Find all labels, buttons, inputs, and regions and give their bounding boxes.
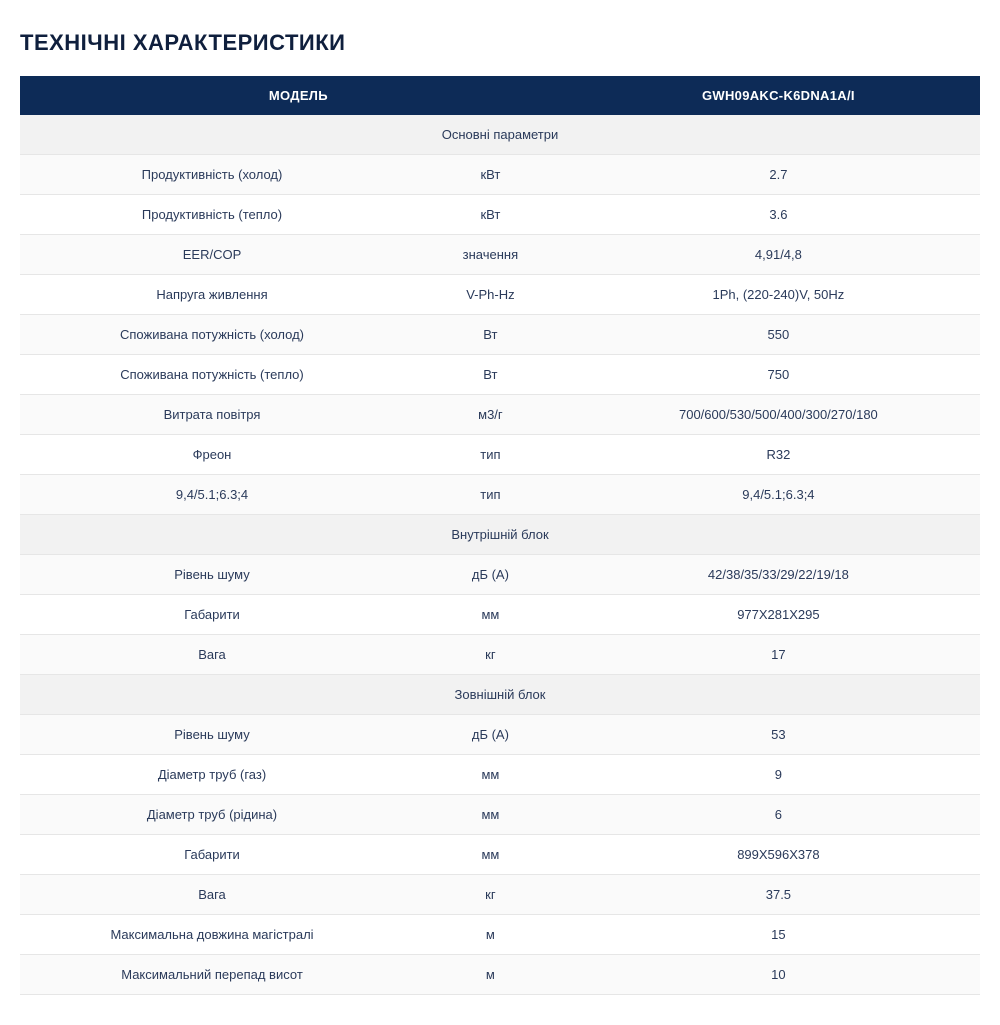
table-row: Максимальна довжина магістралім15 — [20, 915, 980, 955]
cell-param: Максимальна довжина магістралі — [20, 915, 404, 955]
cell-value: 42/38/35/33/29/22/19/18 — [577, 555, 980, 595]
cell-param: Максимальний перепад висот — [20, 955, 404, 995]
spec-table: МОДЕЛЬ GWH09AKC-K6DNA1A/I Основні параме… — [20, 76, 980, 995]
cell-value: 700/600/530/500/400/300/270/180 — [577, 395, 980, 435]
cell-param: Габарити — [20, 835, 404, 875]
cell-param: Напруга живлення — [20, 275, 404, 315]
table-row: Рівень шумудБ (А)42/38/35/33/29/22/19/18 — [20, 555, 980, 595]
page-title: ТЕХНІЧНІ ХАРАКТЕРИСТИКИ — [20, 30, 980, 56]
cell-value: 53 — [577, 715, 980, 755]
cell-param: Вага — [20, 635, 404, 675]
section-row: Основні параметри — [20, 115, 980, 155]
cell-unit: Вт — [404, 315, 577, 355]
cell-unit: значення — [404, 235, 577, 275]
cell-param: EER/COP — [20, 235, 404, 275]
cell-param: Продуктивність (холод) — [20, 155, 404, 195]
cell-unit: кВт — [404, 195, 577, 235]
cell-unit: тип — [404, 435, 577, 475]
cell-unit: дБ (А) — [404, 715, 577, 755]
cell-param: Споживана потужність (холод) — [20, 315, 404, 355]
cell-unit: мм — [404, 755, 577, 795]
cell-param: Вага — [20, 875, 404, 915]
table-row: Споживана потужність (холод)Вт550 — [20, 315, 980, 355]
spec-table-head: МОДЕЛЬ GWH09AKC-K6DNA1A/I — [20, 76, 980, 115]
table-row: Діаметр труб (рідина)мм6 — [20, 795, 980, 835]
cell-unit: мм — [404, 595, 577, 635]
cell-value: 3.6 — [577, 195, 980, 235]
section-label: Основні параметри — [20, 115, 980, 155]
table-row: Продуктивність (тепло)кВт3.6 — [20, 195, 980, 235]
cell-param: Рівень шуму — [20, 555, 404, 595]
cell-unit: дБ (А) — [404, 555, 577, 595]
cell-unit: мм — [404, 835, 577, 875]
cell-value: 750 — [577, 355, 980, 395]
table-row: Рівень шумудБ (А)53 — [20, 715, 980, 755]
cell-unit: м — [404, 955, 577, 995]
cell-unit: м3/г — [404, 395, 577, 435]
cell-unit: Вт — [404, 355, 577, 395]
table-row: EER/COPзначення4,91/4,8 — [20, 235, 980, 275]
table-row: Споживана потужність (тепло)Вт750 — [20, 355, 980, 395]
cell-param: Діаметр труб (газ) — [20, 755, 404, 795]
cell-value: 6 — [577, 795, 980, 835]
cell-param: Витрата повітря — [20, 395, 404, 435]
cell-unit: кг — [404, 875, 577, 915]
cell-unit: м — [404, 915, 577, 955]
cell-value: 899X596X378 — [577, 835, 980, 875]
cell-param: Рівень шуму — [20, 715, 404, 755]
table-row: Габаритимм899X596X378 — [20, 835, 980, 875]
cell-value: 2.7 — [577, 155, 980, 195]
table-row: ФреонтипR32 — [20, 435, 980, 475]
cell-param: Діаметр труб (рідина) — [20, 795, 404, 835]
cell-param: Продуктивність (тепло) — [20, 195, 404, 235]
table-row: Напруга живленняV-Ph-Hz1Ph, (220-240)V, … — [20, 275, 980, 315]
cell-value: 17 — [577, 635, 980, 675]
cell-unit: тип — [404, 475, 577, 515]
cell-value: 977X281X295 — [577, 595, 980, 635]
col-header-model: МОДЕЛЬ — [20, 76, 577, 115]
cell-value: 550 — [577, 315, 980, 355]
cell-value: 9,4/5.1;6.3;4 — [577, 475, 980, 515]
cell-value: R32 — [577, 435, 980, 475]
cell-value: 10 — [577, 955, 980, 995]
cell-unit: V-Ph-Hz — [404, 275, 577, 315]
cell-value: 15 — [577, 915, 980, 955]
section-label: Зовнішній блок — [20, 675, 980, 715]
table-row: Вагакг37.5 — [20, 875, 980, 915]
table-row: Габаритимм977X281X295 — [20, 595, 980, 635]
cell-unit: кВт — [404, 155, 577, 195]
table-row: Діаметр труб (газ)мм9 — [20, 755, 980, 795]
cell-value: 1Ph, (220-240)V, 50Hz — [577, 275, 980, 315]
table-row: Максимальний перепад висотм10 — [20, 955, 980, 995]
section-row: Внутрішній блок — [20, 515, 980, 555]
table-row: Вагакг17 — [20, 635, 980, 675]
table-row: 9,4/5.1;6.3;4тип9,4/5.1;6.3;4 — [20, 475, 980, 515]
cell-value: 9 — [577, 755, 980, 795]
cell-unit: мм — [404, 795, 577, 835]
cell-value: 37.5 — [577, 875, 980, 915]
section-row: Зовнішній блок — [20, 675, 980, 715]
section-label: Внутрішній блок — [20, 515, 980, 555]
col-header-value: GWH09AKC-K6DNA1A/I — [577, 76, 980, 115]
cell-param: Споживана потужність (тепло) — [20, 355, 404, 395]
table-row: Витрата повітрям3/г700/600/530/500/400/3… — [20, 395, 980, 435]
cell-param: Фреон — [20, 435, 404, 475]
cell-value: 4,91/4,8 — [577, 235, 980, 275]
cell-param: Габарити — [20, 595, 404, 635]
spec-table-body: Основні параметриПродуктивність (холод)к… — [20, 115, 980, 995]
table-row: Продуктивність (холод)кВт2.7 — [20, 155, 980, 195]
cell-param: 9,4/5.1;6.3;4 — [20, 475, 404, 515]
cell-unit: кг — [404, 635, 577, 675]
